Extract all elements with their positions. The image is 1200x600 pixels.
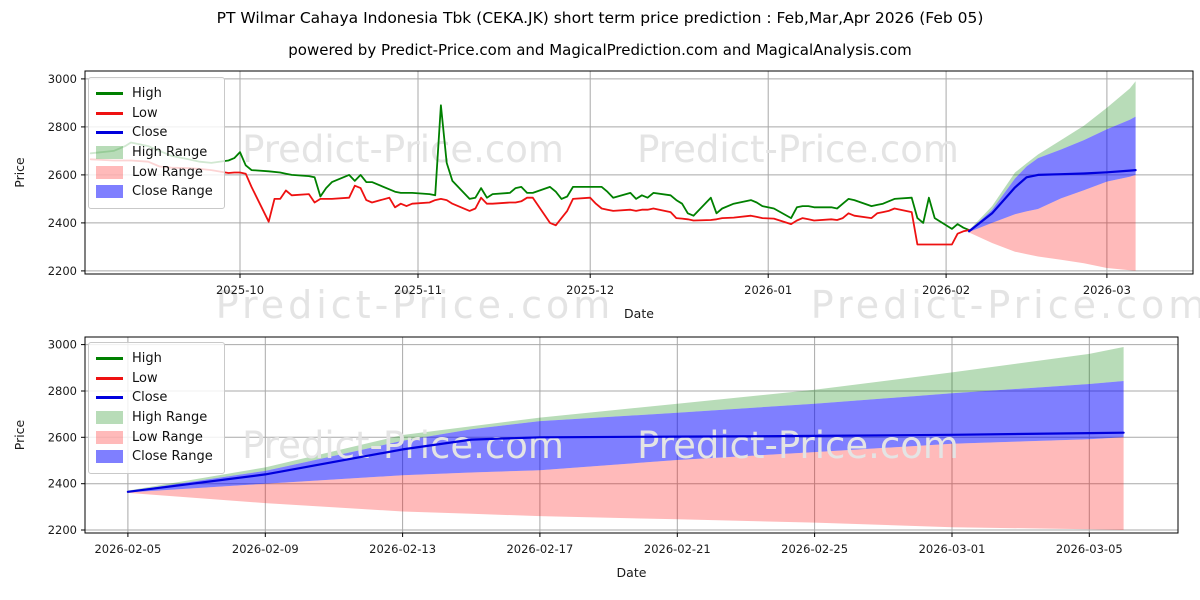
legend-swatch-high-range [96,146,123,160]
legend-item-high: High [96,349,216,369]
legend-swatch-low-range [96,430,123,444]
high-line [89,104,970,232]
chart-subtitle: powered by Predict-Price.com and Magical… [288,41,912,59]
y-tick-label: 2400 [48,477,77,491]
legend-item-high-range: High Range [96,143,216,163]
chart-title: PT Wilmar Cahaya Indonesia Tbk (CEKA.JK)… [216,9,984,27]
watermark-text: Predict-Price.com [637,424,959,467]
x-tick-label: 2026-03 [1083,283,1131,297]
legend-swatch-high-range [96,411,123,425]
high-range-band [127,347,1124,492]
x-tick-label: 2026-02-13 [369,542,436,556]
x-tick-label: 2026-03-05 [1056,542,1123,556]
x-tick-label: 2026-03-01 [919,542,986,556]
watermark-text: Predict-Price.com [811,283,1200,327]
legend-swatch-high [96,92,123,96]
x-tick-label: 2026-02 [922,283,970,297]
legend-swatch-low [96,111,123,115]
legend-item-close: Close [96,123,216,143]
legend-label-low: Low [132,370,158,386]
x-tick-label: 2025-12 [566,283,614,297]
y-tick-label: 3000 [48,338,77,352]
legend-item-low-range: Low Range [96,162,216,182]
legend-item-close: Close [96,388,216,408]
legend-forecast-chart: High Low Close High Range Low Range Close Ran… [88,342,225,474]
legend-item-low: Low [96,369,216,389]
y-tick-label: 2200 [48,264,77,278]
y-axis-label: Price [12,419,27,450]
legend-swatch-close [96,396,123,400]
x-tick-label: 2026-02-21 [644,542,711,556]
legend-item-low-range: Low Range [96,427,216,447]
x-tick-label: 2026-02-17 [506,542,573,556]
y-axis-label: Price [12,157,27,188]
legend-history-chart: High Low Close High Range Low Range Close Ran… [88,77,225,209]
legend-label-close-range: Close Range [132,449,213,465]
legend-swatch-close-range [96,450,123,464]
watermark-text: Predict-Price.com [242,424,564,467]
x-tick-label: 2026-02-09 [232,542,299,556]
legend-label-close: Close [132,390,168,406]
legend-swatch-low-range [96,165,123,179]
y-tick-label: 2600 [48,168,77,182]
high-range-band [969,81,1136,231]
y-tick-label: 2400 [48,216,77,230]
legend-label-low: Low [132,105,158,121]
legend-label-high-range: High Range [132,145,208,161]
x-axis-label: Date [624,306,654,321]
y-tick-label: 2200 [48,523,77,537]
x-tick-label: 2025-10 [216,283,264,297]
x-tick-label: 2026-02-25 [781,542,848,556]
legend-label-close: Close [132,125,168,141]
x-axis-label: Date [617,565,647,580]
y-tick-label: 2800 [48,120,77,134]
legend-label-high: High [132,351,162,367]
legend-item-high: High [96,84,216,104]
low-range-band [127,437,1124,530]
plot-frame [84,336,1179,534]
legend-item-close-range: Close Range [96,447,216,467]
x-tick-label: 2026-01 [744,283,792,297]
watermark-text: Predict-Price.com [216,283,615,327]
legend-label-low-range: Low Range [132,164,203,180]
history-and-forecast-chart: Predict-Price.com Predict-Price.com 2200 24… [12,70,1194,321]
low-line [89,158,970,246]
watermark-text: Predict-Price.com [242,128,564,171]
legend-item-close-range: Close Range [96,182,216,202]
legend-swatch-close [96,131,123,135]
legend-label-close-range: Close Range [132,184,213,200]
forecast-detail-chart: Predict-Price.com Predict-Price.com 2200 24… [12,336,1179,580]
y-tick-label: 2800 [48,384,77,398]
legend-label-high-range: High Range [132,410,208,426]
low-range-band [969,174,1136,271]
legend-swatch-close-range [96,185,123,199]
x-tick-label: 2026-02-05 [94,542,161,556]
y-tick-label: 3000 [48,72,77,86]
watermark-text: Predict-Price.com [637,128,959,171]
close-line [126,431,1125,493]
close-line [967,169,1137,233]
plot-frame [84,70,1194,275]
legend-label-high: High [132,86,162,102]
legend-swatch-high [96,357,123,361]
legend-label-low-range: Low Range [132,429,203,445]
legend-item-high-range: High Range [96,408,216,428]
y-tick-label: 2600 [48,430,77,444]
legend-item-low: Low [96,104,216,124]
legend-swatch-low [96,376,123,380]
x-tick-label: 2025-11 [394,283,442,297]
